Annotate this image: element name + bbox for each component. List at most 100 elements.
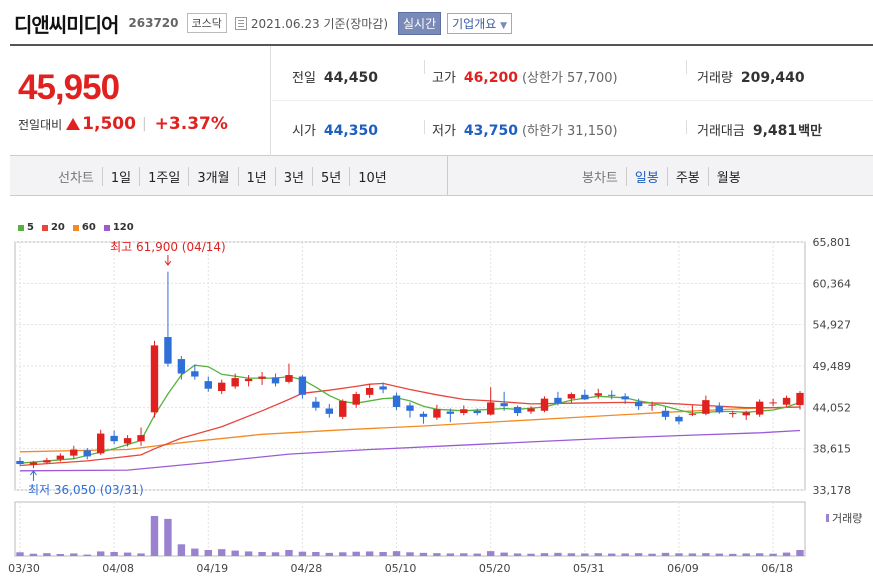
candle-body (513, 406, 522, 414)
open: 시가 44,350 (292, 120, 378, 139)
candle-body (312, 401, 320, 408)
low-value: 43,750 (463, 123, 518, 139)
candle-period-tab-1[interactable]: 주봉 (666, 167, 708, 186)
candle-body (123, 438, 132, 444)
candle-body (648, 404, 656, 406)
candle-body (540, 398, 549, 411)
line-chart-periods: 선차트 1일 1주일 3개월 1년 3년 5년 10년 (50, 167, 395, 186)
y-tick-label: 65,801 (813, 236, 852, 249)
volume-bar (191, 548, 199, 556)
legend-swatch (18, 224, 24, 231)
candle-body (581, 394, 589, 400)
x-tick-label: 05/10 (385, 562, 417, 575)
candle-body (29, 462, 38, 465)
volume-bar (123, 552, 132, 556)
volume-bar (500, 552, 508, 556)
line-period-tab-0[interactable]: 1일 (101, 167, 139, 186)
volume-bar (567, 553, 576, 556)
low-label: 저가 (432, 124, 456, 139)
volume-bar (486, 551, 495, 556)
company-overview-dropdown[interactable]: 기업개요 ▼ (447, 12, 513, 34)
candle-body (702, 400, 710, 414)
line-period-tab-6[interactable]: 10년 (349, 167, 395, 186)
candle-body (675, 416, 683, 422)
header-divider (10, 44, 873, 46)
volume-bar (661, 552, 670, 556)
candle-body (177, 359, 186, 374)
y-tick-label: 33,178 (813, 484, 852, 497)
change-label: 전일대비 (18, 117, 63, 132)
volume-bar (513, 553, 522, 556)
candle-body (796, 392, 804, 406)
line-period-tab-5[interactable]: 5년 (312, 167, 349, 186)
current-price: 45,950 (18, 68, 120, 107)
candle-body (729, 413, 737, 415)
candle-body (70, 449, 78, 456)
volume-bar (258, 552, 266, 556)
legend-item-ma20: 20 (41, 222, 65, 233)
legend-item-ma5: 5 (18, 222, 34, 233)
volume-frame (14, 501, 806, 557)
separator: | (141, 116, 147, 132)
volume-bar (339, 552, 347, 556)
min-annotation: 최저 36,050 (03/31) (28, 483, 144, 497)
volume: 거래량 209,440 (697, 67, 805, 86)
up-triangle-icon (66, 118, 81, 130)
candle-body (446, 411, 455, 414)
candle-period-tab-2[interactable]: 월봉 (707, 167, 749, 186)
candle-body (460, 409, 468, 414)
legend-label: 60 (81, 222, 96, 233)
volume-bar (244, 551, 253, 556)
volume-bar (137, 553, 145, 556)
max-annotation: 최고 61,900 (04/14) (110, 240, 226, 254)
volume-bar (554, 552, 562, 556)
line-period-tab-3[interactable]: 1년 (237, 167, 275, 186)
line-period-tab-2[interactable]: 3개월 (188, 167, 237, 186)
row-divider (272, 100, 873, 101)
candle-body (500, 403, 508, 407)
period-selector: 선차트 1일 1주일 3개월 1년 3년 5년 10년 봉차트 일봉 주봉 월봉 (10, 156, 873, 196)
date-value: 2021.06.23 (250, 16, 320, 31)
legend-swatch (72, 224, 79, 231)
lower-limit: (하한가 31,150) (521, 124, 618, 139)
candle-body (258, 376, 266, 379)
volume-bar (594, 553, 602, 556)
candle-body (634, 401, 643, 407)
candle-body (164, 337, 172, 364)
price-summary: 45,950 전일대비 1,500 | +3.37% 전일 44,450 고가 … (10, 46, 873, 156)
change-amount: 1,500 (82, 114, 136, 134)
x-tick-label: 03/30 (8, 562, 40, 575)
stock-code: 263720 (128, 16, 179, 30)
volume-bar (271, 552, 280, 556)
legend-label: 20 (50, 222, 65, 233)
candle-body (191, 371, 199, 377)
x-tick-label: 04/19 (196, 562, 228, 575)
volume-bar (96, 551, 105, 556)
volume-bar (634, 553, 643, 556)
candle-body (298, 376, 307, 395)
realtime-button[interactable]: 실시간 (398, 11, 442, 35)
volume-bar (446, 553, 455, 556)
prev-close-label: 전일 (292, 71, 316, 86)
volume-bar (392, 551, 401, 556)
candle-body (271, 377, 280, 384)
line-period-tab-1[interactable]: 1주일 (139, 167, 188, 186)
volume-legend-swatch (826, 514, 829, 522)
volume-bar (150, 516, 159, 556)
change-percent: +3.37% (154, 114, 228, 134)
candle-body (554, 397, 562, 404)
y-tick-label: 60,364 (813, 277, 852, 290)
candle-body (379, 386, 387, 390)
candle-body (527, 408, 535, 412)
legend-swatch (41, 224, 48, 231)
volume-bar (406, 552, 414, 556)
candle-period-tab-0[interactable]: 일봉 (625, 167, 667, 186)
divider (686, 120, 687, 134)
legend-swatch (103, 224, 110, 231)
x-tick-label: 05/31 (573, 562, 605, 575)
company-name[interactable]: 디앤씨미디어 (14, 12, 119, 37)
volume-label: 거래량 (697, 71, 733, 86)
divider (424, 60, 425, 74)
line-period-tab-4[interactable]: 3년 (274, 167, 312, 186)
volume-bar (742, 553, 750, 556)
